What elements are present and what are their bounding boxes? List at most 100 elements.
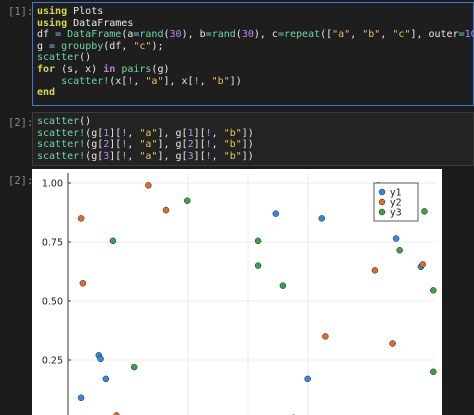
data-point-y2 [77,215,85,222]
code-token: DataFrame [67,29,122,41]
y-tick-label: 0.25 [42,356,63,367]
code-line: scatter() [37,52,469,64]
code-cell-1[interactable]: using Plots using DataFrames df = DataFram… [32,2,474,106]
code-token: DataFrames [67,17,134,29]
cell-1-prompt: [1]: [8,6,34,18]
code-token: = [277,29,284,41]
data-point-y2 [322,333,329,340]
code-token: ], g[ [157,150,188,162]
code-token: ), c [253,29,278,41]
code-token: 2 [103,139,110,151]
code-token: scatter [37,52,80,64]
code-token: (g[ [85,139,104,151]
legend-label: y2 [390,198,402,209]
code-token: , [211,150,224,162]
legend-marker-y3 [378,208,386,216]
data-point-y3 [130,363,138,371]
code-token: ], g[ [157,127,188,139]
code-token: in [103,63,116,75]
code-line: scatter() [37,116,469,128]
code-token: ! [193,75,200,87]
code-token: repeat [283,29,321,41]
code-token: ][ [109,150,122,162]
data-point-y3 [430,368,437,376]
data-point-y3 [109,237,117,245]
data-point-y1 [304,375,311,383]
data-point-y3 [184,197,191,204]
data-point-y1 [102,375,110,383]
code-token: scatter! [37,150,86,162]
code-token: , [211,139,224,151]
code-token: "b" [223,127,242,139]
code-token: ][ [193,127,206,139]
code-token: , [133,75,146,87]
code-token: pairs [121,63,152,75]
code-line: g = groupby(df, "c"); [37,41,469,53]
code-token: "a" [139,139,158,151]
legend-marker-y1 [378,188,386,196]
legend-marker-y2 [378,198,386,206]
code-token: (g[ [85,127,104,139]
code-token: ! [205,150,212,162]
data-point-y3 [279,282,287,289]
code-token: "a" [332,29,351,41]
code-token: ! [127,75,134,87]
code-token: ][ [109,139,122,151]
code-token: "c" [392,29,411,41]
code-token: (g[ [85,150,104,162]
cell-2-prompt: [2]: [8,117,34,129]
plot-output: 0.25 0.50 0.75 1.00 y1 y2 y3 [32,169,442,415]
code-token: , [199,75,212,87]
data-point-y3 [254,262,262,269]
code-token: 10 [464,29,473,41]
code-token: , [380,29,393,41]
code-token: ]) [229,75,242,87]
legend-label: y1 [390,188,402,199]
code-line: for (s, x) in pairs(g) [37,64,469,76]
data-point-y3 [421,208,428,215]
code-token: 3 [103,150,110,162]
data-point-y1 [97,355,104,363]
y-tick-label: 0.50 [42,297,63,308]
code-token: scatter! [37,127,86,139]
code-token: "a" [139,127,158,139]
code-token: = [49,40,56,52]
data-point-y1 [318,215,326,222]
data-point-y1 [272,210,280,217]
code-line: scatter!(g[2][!, "a"], g[2][!, "b"]) [37,139,469,151]
code-token: for [37,63,56,75]
code-token: groupby [61,40,104,52]
code-token: using [37,17,68,29]
data-point-y2 [419,261,426,268]
code-token: (a [121,29,134,41]
data-point-y2 [113,412,120,415]
code-token: ! [205,127,212,139]
code-token: , [127,139,140,151]
code-token: ][ [109,127,122,139]
code-line: scatter!(g[1][!, "a"], g[1][!, "b"]) [37,128,469,140]
code-token: df [37,29,56,41]
code-token: 30 [241,29,254,41]
code-token: ]) [241,127,254,139]
data-point-y3 [396,247,403,254]
code-token: ); [151,40,164,52]
code-token: rand [211,29,236,41]
y-tick-label: 0.75 [42,238,63,249]
code-token: ! [121,127,128,139]
code-cell-2[interactable]: scatter() scatter!(g[1][!, "a"], g[1][!, … [32,112,474,166]
y-tick-label: 1.00 [42,179,63,190]
code-token: (x[ [109,75,128,87]
code-token: = [205,29,212,41]
code-token: ][ [193,150,206,162]
code-token: "a" [145,75,164,87]
code-token: ], outer [410,29,459,41]
code-token: "b" [362,29,381,41]
data-point-y2 [389,340,396,347]
code-token: ]) [241,150,254,162]
code-token: ! [205,139,212,151]
code-token: 1 [103,127,110,139]
data-point-y1 [77,394,85,402]
code-token: , [127,150,140,162]
code-token: "b" [223,150,242,162]
